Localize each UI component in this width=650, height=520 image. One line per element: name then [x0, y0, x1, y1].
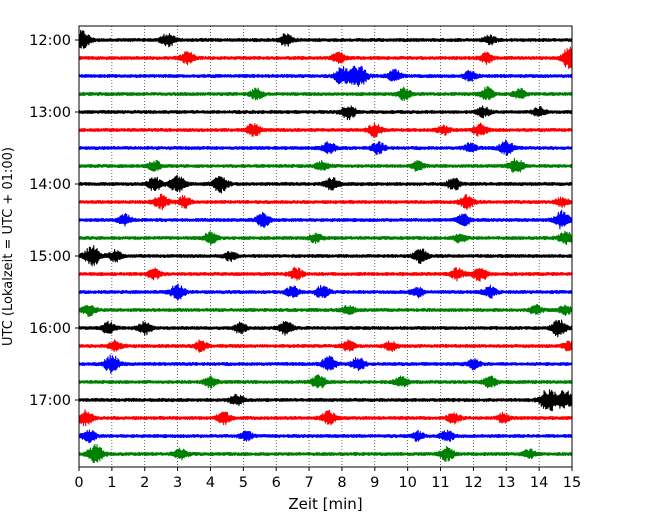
x-tick-label: 12: [464, 475, 482, 491]
y-tick-label: 14:00: [29, 177, 71, 193]
trace-1430: [78, 209, 573, 230]
x-tick-label: 6: [272, 475, 281, 491]
x-tick-label: 11: [431, 475, 449, 491]
seismic-traces: [78, 29, 573, 464]
trace-1445: [78, 230, 573, 246]
trace-1745: [78, 443, 573, 464]
y-tick-label: 13:00: [29, 105, 71, 121]
trace-1230: [78, 65, 573, 88]
trace-1245: [78, 86, 573, 101]
trace-1200: [78, 29, 573, 49]
x-tick-label: 10: [398, 475, 416, 491]
trace-1600: [78, 319, 573, 338]
x-tick-label: 13: [497, 475, 515, 491]
trace-1700: [78, 389, 573, 412]
x-tick-label: 2: [140, 475, 149, 491]
trace-1330: [78, 139, 573, 157]
x-tick-label: 3: [173, 475, 182, 491]
x-axis-label: Zeit [min]: [288, 495, 362, 513]
x-tick-label: 7: [304, 475, 313, 491]
x-tick-label: 15: [563, 475, 581, 491]
y-axis-label: UTC (Lokalzeit = UTC + 01:00): [1, 147, 16, 346]
trace-1215: [78, 46, 573, 70]
trace-1715: [78, 409, 573, 427]
y-tick-label: 12:00: [29, 33, 71, 49]
y-tick-label: 16:00: [29, 321, 71, 337]
x-tick-label: 8: [337, 475, 346, 491]
x-tick-label: 1: [107, 475, 116, 491]
trace-1630: [78, 354, 573, 375]
x-tick-label: 9: [370, 475, 379, 491]
y-tick-label: 17:00: [29, 393, 71, 409]
x-axis-ticks: 0 1 2 3 4 5 6 7 8 9 10 11 12 13 14 15: [74, 467, 581, 491]
y-tick-label: 15:00: [29, 249, 71, 265]
x-tick-label: 14: [530, 475, 548, 491]
x-tick-label: 4: [206, 475, 215, 491]
trace-1315: [78, 122, 573, 138]
trace-1545: [78, 304, 573, 318]
x-tick-label: 5: [239, 475, 248, 491]
trace-1645: [78, 374, 573, 389]
trace-1530: [78, 283, 573, 301]
y-axis-ticks: 12:00 13:00 14:00 15:00 16:00 17:00: [29, 33, 79, 409]
trace-1500: [78, 245, 573, 267]
x-tick-label: 0: [74, 475, 83, 491]
plot-frame: [78, 25, 573, 468]
trace-1730: [78, 429, 573, 444]
trace-1300: [78, 105, 573, 121]
trace-1515: [78, 266, 573, 282]
trace-1400: [78, 174, 573, 194]
trace-1345: [78, 157, 573, 173]
trace-1615: [78, 339, 573, 353]
trace-1415: [78, 193, 573, 211]
